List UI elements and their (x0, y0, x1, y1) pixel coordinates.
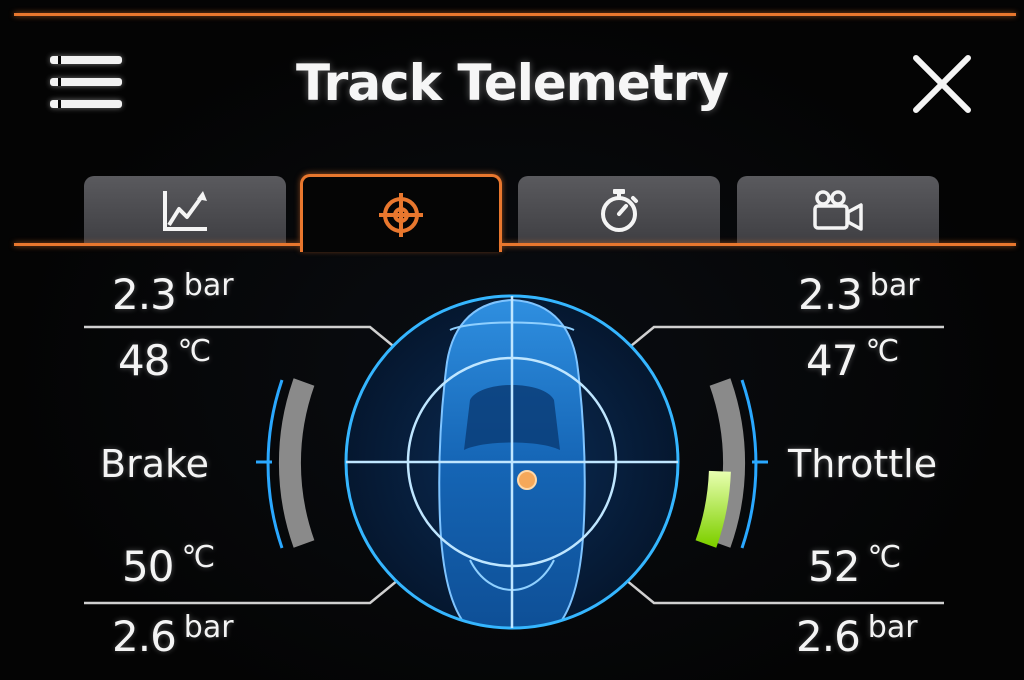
tab-underline-left (14, 243, 300, 246)
rear-right-temp: 52 ℃ (808, 540, 901, 591)
front-right-temp: 47 ℃ (806, 334, 899, 385)
stopwatch-icon (601, 189, 638, 232)
tab-bar (0, 170, 1024, 252)
close-button[interactable] (910, 52, 974, 116)
front-left-pressure-unit: bar (183, 268, 234, 303)
throttle-label: Throttle (788, 442, 938, 486)
brake-label: Brake (100, 442, 210, 486)
rear-left-pressure-unit: bar (183, 610, 234, 645)
rear-right-temp-value: 52 (808, 542, 860, 591)
crosshair-target-icon (379, 192, 423, 237)
front-left-temp-unit: ℃ (177, 334, 212, 369)
rear-left-pressure-value: 2.6 (112, 612, 177, 661)
line-chart-icon (163, 191, 207, 231)
menu-button[interactable] (50, 56, 124, 116)
front-left-temp-value: 48 (118, 336, 170, 385)
front-right-temp-unit: ℃ (865, 334, 900, 369)
tab-underline-right (502, 243, 1016, 246)
top-accent-line (14, 13, 1016, 16)
car-target (344, 294, 680, 630)
front-right-temp-value: 47 (806, 336, 858, 385)
front-left-pressure: 2.3 bar (112, 268, 234, 319)
rear-right-temp-unit: ℃ (867, 540, 902, 575)
rear-right-pressure: 2.6 bar (796, 610, 918, 661)
tab-charts[interactable] (84, 176, 286, 246)
front-left-temp: 48 ℃ (118, 334, 211, 385)
tab-camera[interactable] (737, 176, 939, 246)
header-bar: Track Telemetry (0, 40, 1024, 140)
video-camera-icon (813, 190, 863, 231)
rear-right-pressure-value: 2.6 (796, 612, 861, 661)
front-right-pressure: 2.3 bar (798, 268, 920, 319)
front-right-pressure-unit: bar (869, 268, 920, 303)
tab-lap-timer[interactable] (518, 176, 720, 246)
rear-left-temp-unit: ℃ (181, 540, 216, 575)
brake-gauge (256, 378, 315, 549)
rear-left-temp: 50 ℃ (122, 540, 215, 591)
throttle-gauge (695, 378, 768, 549)
tab-tires[interactable] (300, 174, 502, 252)
rear-right-pressure-unit: bar (867, 610, 918, 645)
front-right-pressure-value: 2.3 (798, 270, 863, 319)
page-title: Track Telemetry (296, 54, 729, 112)
close-icon (913, 55, 971, 113)
rear-left-temp-value: 50 (122, 542, 174, 591)
front-left-pressure-value: 2.3 (112, 270, 177, 319)
rear-left-pressure: 2.6 bar (112, 610, 234, 661)
